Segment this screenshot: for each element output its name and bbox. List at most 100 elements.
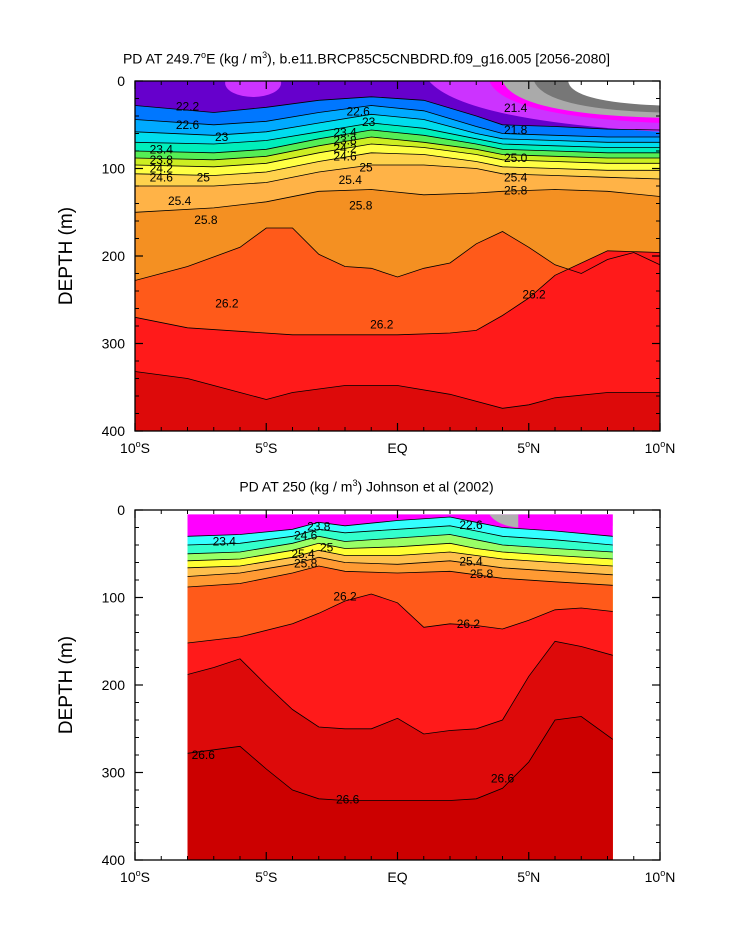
contour-label: 22.6 (346, 105, 370, 119)
isopycnal-line (187, 516, 613, 537)
x-tick-label: 10oS (120, 439, 150, 456)
contour-label: 25 (320, 541, 334, 555)
contour-label: 25.4 (291, 547, 315, 561)
isopycnal-line (187, 640, 613, 735)
contour-label: 23.4 (333, 126, 357, 140)
isopycnal-line (135, 96, 660, 131)
isopycnal-line (187, 534, 613, 555)
contour-label: 25.8 (294, 556, 318, 570)
contour-label: 26.2 (370, 317, 394, 331)
isopycnal-line (187, 593, 613, 644)
isopycnal-line (135, 189, 660, 213)
contour-label: 23.8 (307, 520, 331, 534)
x-tick-label: 10oN (645, 868, 676, 885)
y-tick-label: 0 (117, 502, 125, 518)
isopycnal-line (135, 152, 660, 176)
contour-label: 25.8 (194, 213, 218, 227)
contour-label: 23.4 (213, 535, 237, 549)
bottom-chart-panel: PD AT 250 (kg / m3) Johnson et al (2002)… (0, 470, 733, 945)
y-tick-label: 200 (102, 677, 126, 693)
contour-label: 24.2 (150, 162, 174, 176)
contour-label: 26.6 (192, 748, 216, 762)
x-tick-label: 5oS (255, 868, 277, 885)
contour-band-magenta (515, 514, 613, 526)
contour-label: 26.2 (333, 590, 357, 604)
contour-band-grey (489, 514, 519, 528)
contour-label: 26.6 (336, 793, 360, 807)
isopycnal-line (135, 227, 660, 281)
x-tick-label: 10oS (120, 868, 150, 885)
y-tick-label: 400 (102, 423, 126, 439)
contour-label: 21.8 (504, 123, 528, 137)
contour-label: 25.4 (339, 173, 363, 187)
x-tick-label: EQ (387, 869, 407, 885)
x-tick-label: EQ (387, 440, 407, 456)
x-tick-label: 5oS (255, 439, 277, 456)
isopycnal-line (187, 556, 613, 577)
isopycnal-line (135, 143, 660, 168)
top-chart-panel: PD AT 249.7oE (kg / m3), b.e11.BRCP85C5C… (0, 0, 733, 470)
contour-band-white (568, 81, 660, 106)
contour-fill-group: 23.423.824.62525.425.822.625.425.826.226… (187, 514, 613, 860)
contour-label: 23 (215, 130, 229, 144)
contour-label: 25.0 (504, 151, 528, 165)
contour-label: 24.2 (333, 141, 357, 155)
y-tick-label: 300 (102, 765, 126, 781)
contour-label: 26.2 (457, 617, 481, 631)
x-tick-label: 5oN (517, 868, 540, 885)
isopycnal-line (135, 105, 660, 138)
isopycnal-line (187, 716, 613, 801)
isopycnal-line (135, 113, 660, 143)
x-tick-label: 10oN (645, 439, 676, 456)
contour-label: 26.2 (522, 288, 546, 302)
x-tick-label: 5oN (517, 439, 540, 456)
isopycnal-line (135, 129, 660, 154)
contour-label: 25 (359, 161, 373, 175)
contour-label: 22.6 (459, 518, 483, 532)
y-axis-title: DEPTH (m) (56, 636, 77, 734)
isopycnal-line (135, 122, 660, 148)
isopycnal-line (187, 542, 613, 562)
contour-label: 25.4 (168, 194, 192, 208)
contour-label: 25.8 (349, 198, 373, 212)
y-tick-label: 100 (102, 590, 126, 606)
contour-band (135, 250, 660, 431)
top-chart-title: PD AT 249.7oE (kg / m3), b.e11.BRCP85C5C… (122, 50, 611, 67)
contour-band (187, 716, 613, 860)
y-axis-title: DEPTH (m) (56, 207, 77, 305)
contour-label: 25.4 (504, 170, 528, 184)
contour-label: 21.4 (504, 101, 528, 115)
isopycnal-line (187, 525, 613, 546)
contour-label: 25.8 (470, 567, 494, 581)
y-tick-label: 0 (117, 73, 125, 89)
isopycnal-line (187, 565, 613, 588)
isopycnal-line (135, 164, 660, 187)
contour-label: 23.8 (333, 134, 357, 148)
contour-label: 23 (362, 115, 376, 129)
contour-band (135, 371, 660, 431)
contour-label: 25.4 (459, 555, 483, 569)
bottom-chart-title: PD AT 250 (kg / m3) Johnson et al (2002) (239, 478, 494, 495)
isopycnal-line (187, 549, 613, 569)
isopycnal-line (135, 371, 660, 409)
contour-label: 25 (197, 170, 211, 184)
contour-label: 22.6 (176, 118, 200, 132)
contour-label: 24.6 (150, 170, 174, 184)
contour-label: 26.2 (215, 296, 239, 310)
contour-label: 26.6 (491, 772, 515, 786)
contour-label: 25.8 (504, 183, 528, 197)
isopycnal-line (135, 136, 660, 161)
bottom-contour-chart: 23.423.824.62525.425.822.625.425.826.226… (56, 502, 676, 885)
y-tick-label: 200 (102, 248, 126, 264)
contour-label: 23.4 (150, 142, 174, 156)
contour-band-surface (225, 81, 282, 97)
y-tick-label: 300 (102, 336, 126, 352)
isopycnal-line (135, 250, 660, 336)
contour-label: 24.6 (333, 149, 357, 163)
contour-label: 23.8 (150, 153, 174, 167)
y-tick-label: 400 (102, 852, 126, 868)
contour-label: 22.2 (176, 99, 200, 113)
contour-label: 24.6 (294, 528, 318, 542)
